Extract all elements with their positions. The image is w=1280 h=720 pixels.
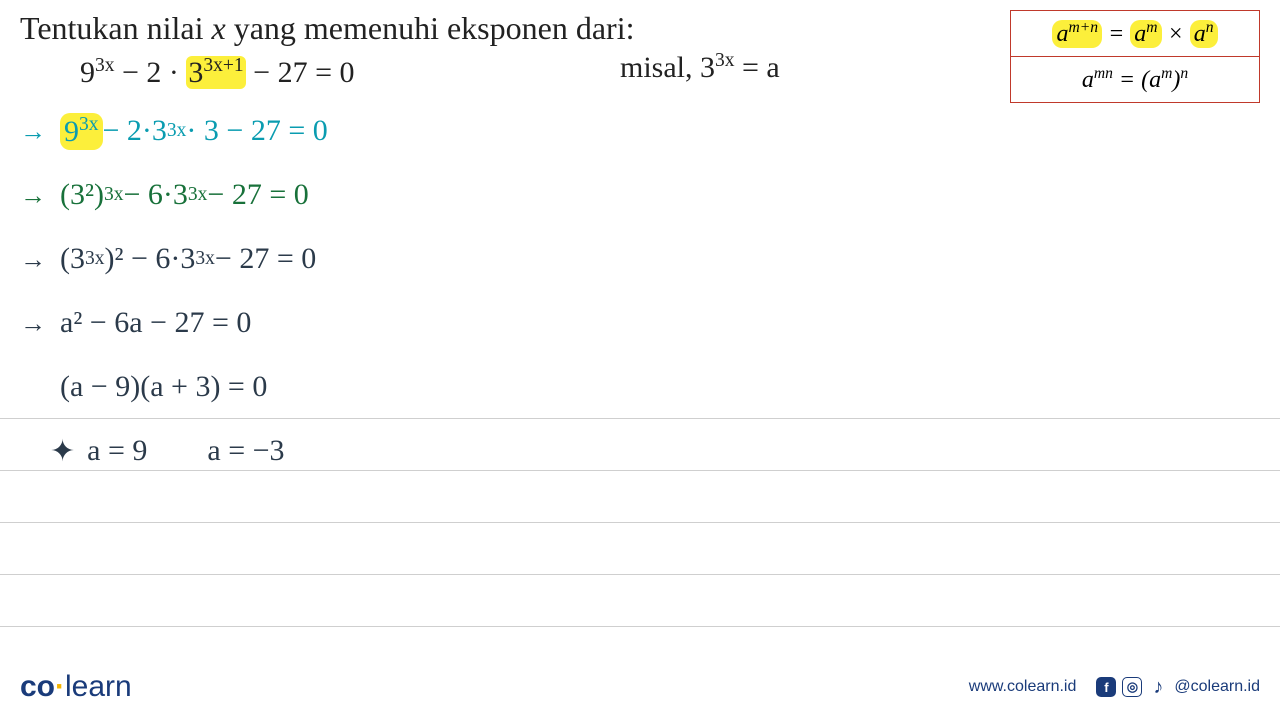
title-pre: Tentukan nilai xyxy=(20,10,211,46)
f1-base: a xyxy=(1056,21,1068,47)
arrow-icon: → xyxy=(20,308,46,339)
step-6: ✦ a = 9 a = −3 xyxy=(50,425,328,477)
f1-eq: = xyxy=(1102,21,1130,47)
logo-learn: learn xyxy=(65,670,132,703)
eq-3-exp: 3x+1 xyxy=(203,55,243,76)
s6b: a = −3 xyxy=(207,434,284,468)
step-5: (a − 9)(a + 3) = 0 xyxy=(60,361,328,413)
f2-oe: n xyxy=(1180,65,1188,82)
s1-b: − 2·3 xyxy=(103,114,167,148)
s1-bs: 3x xyxy=(167,120,187,142)
step-4: → a² − 6a − 27 = 0 xyxy=(20,297,328,349)
f1-r1b: a xyxy=(1134,21,1146,47)
s3-as: 3x xyxy=(85,248,105,270)
logo-dot: · xyxy=(55,670,65,703)
f1-exp: m+n xyxy=(1068,19,1098,36)
misal-pre: misal, 3 xyxy=(620,51,715,84)
title-post: yang memenuhi eksponen dari: xyxy=(226,10,635,46)
step-3: → (33x)² − 6·33x − 27 = 0 xyxy=(20,233,328,285)
s2-a: (3²) xyxy=(60,178,104,212)
eq-minus: − 2 · xyxy=(115,56,187,89)
step-2: → (3²)3x − 6·33x − 27 = 0 xyxy=(20,169,328,221)
f1-r1e: m xyxy=(1146,19,1157,36)
instagram-icon: ◎ xyxy=(1122,677,1142,697)
site-url: www.colearn.id xyxy=(969,678,1077,696)
s1-a: 9 xyxy=(64,115,79,148)
title-var: x xyxy=(211,10,225,46)
s2-c: − 27 = 0 xyxy=(207,178,308,212)
s5: (a − 9)(a + 3) = 0 xyxy=(60,370,267,404)
formula-row-1: am+n = am × an xyxy=(1011,11,1259,57)
s3-c: − 27 = 0 xyxy=(215,242,316,276)
logo-co: co xyxy=(20,670,55,703)
formula-box: am+n = am × an amn = (am)n xyxy=(1010,10,1260,103)
s2-as: 3x xyxy=(104,184,124,206)
eq-9-exp: 3x xyxy=(95,55,115,76)
s2-bs: 3x xyxy=(188,184,208,206)
f2-rb: a xyxy=(1149,67,1161,93)
arrow-icon: → xyxy=(20,116,46,147)
eq-9: 9 xyxy=(80,56,95,89)
s3-b: )² − 6·3 xyxy=(105,242,196,276)
f2-re: m xyxy=(1161,65,1172,82)
substitution-note: misal, 33x = a xyxy=(620,50,780,85)
misal-post: = a xyxy=(735,51,780,84)
arrow-icon: → xyxy=(20,244,46,275)
arrow-icon: → xyxy=(20,180,46,211)
s3-bs: 3x xyxy=(195,248,215,270)
s1-as: 3x xyxy=(79,114,99,135)
s6a: a = 9 xyxy=(87,434,147,468)
s3-a: (3 xyxy=(60,242,85,276)
working-steps: → 93x − 2·33x · 3 − 27 = 0 → (3²)3x − 6·… xyxy=(20,105,328,489)
step-1: → 93x − 2·33x · 3 − 27 = 0 xyxy=(20,105,328,157)
formula-row-2: amn = (am)n xyxy=(1011,57,1259,102)
eq-tail: − 27 = 0 xyxy=(246,56,355,89)
f1-r2e: n xyxy=(1206,19,1214,36)
social-handle: @colearn.id xyxy=(1174,678,1260,696)
f2-eq: = ( xyxy=(1113,67,1149,93)
misal-sup: 3x xyxy=(715,50,735,71)
ruled-line xyxy=(0,574,1280,575)
ruled-line xyxy=(0,522,1280,523)
s4: a² − 6a − 27 = 0 xyxy=(60,306,251,340)
facebook-icon: f xyxy=(1096,677,1116,697)
footer: co·learn www.colearn.id f ◎ ♪ @colearn.i… xyxy=(20,670,1260,704)
brand-logo: co·learn xyxy=(20,670,132,704)
f2-base: a xyxy=(1082,67,1094,93)
tiktok-icon: ♪ xyxy=(1148,677,1168,697)
f1-r2b: a xyxy=(1194,21,1206,47)
s2-b: − 6·3 xyxy=(123,178,187,212)
eq-3: 3 xyxy=(188,56,203,89)
footer-right: www.colearn.id f ◎ ♪ @colearn.id xyxy=(969,677,1260,697)
ruled-line xyxy=(0,626,1280,627)
social-links: f ◎ ♪ @colearn.id xyxy=(1096,677,1260,697)
f1-times: × xyxy=(1162,21,1190,47)
f2-exp: mn xyxy=(1094,65,1113,82)
bullet-icon: ✦ xyxy=(50,434,75,469)
s1-c: · 3 − 27 = 0 xyxy=(186,114,327,148)
